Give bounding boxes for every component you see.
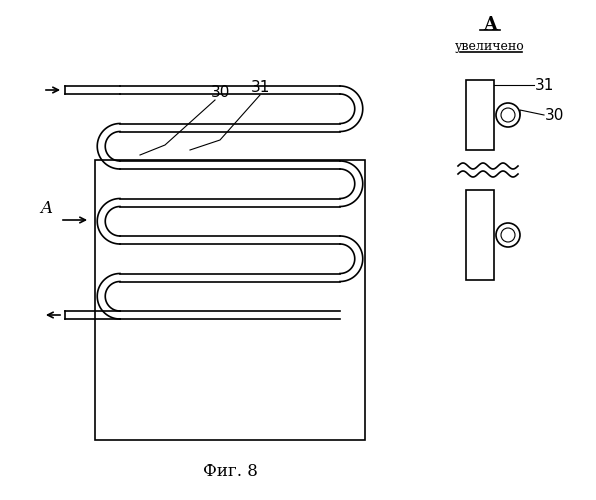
Text: Фиг. 8: Фиг. 8 <box>203 464 257 480</box>
Text: 30: 30 <box>210 85 229 100</box>
Bar <box>466 190 494 280</box>
Text: увеличено: увеличено <box>455 40 525 53</box>
Text: A: A <box>483 16 497 34</box>
Text: 31: 31 <box>250 80 269 95</box>
Bar <box>466 80 494 150</box>
Text: A: A <box>40 200 52 217</box>
Text: 31: 31 <box>535 78 554 92</box>
Bar <box>95 160 365 440</box>
Text: 30: 30 <box>545 108 564 122</box>
